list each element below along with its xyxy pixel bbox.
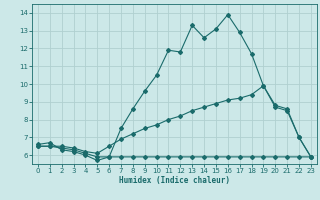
X-axis label: Humidex (Indice chaleur): Humidex (Indice chaleur) [119, 176, 230, 185]
